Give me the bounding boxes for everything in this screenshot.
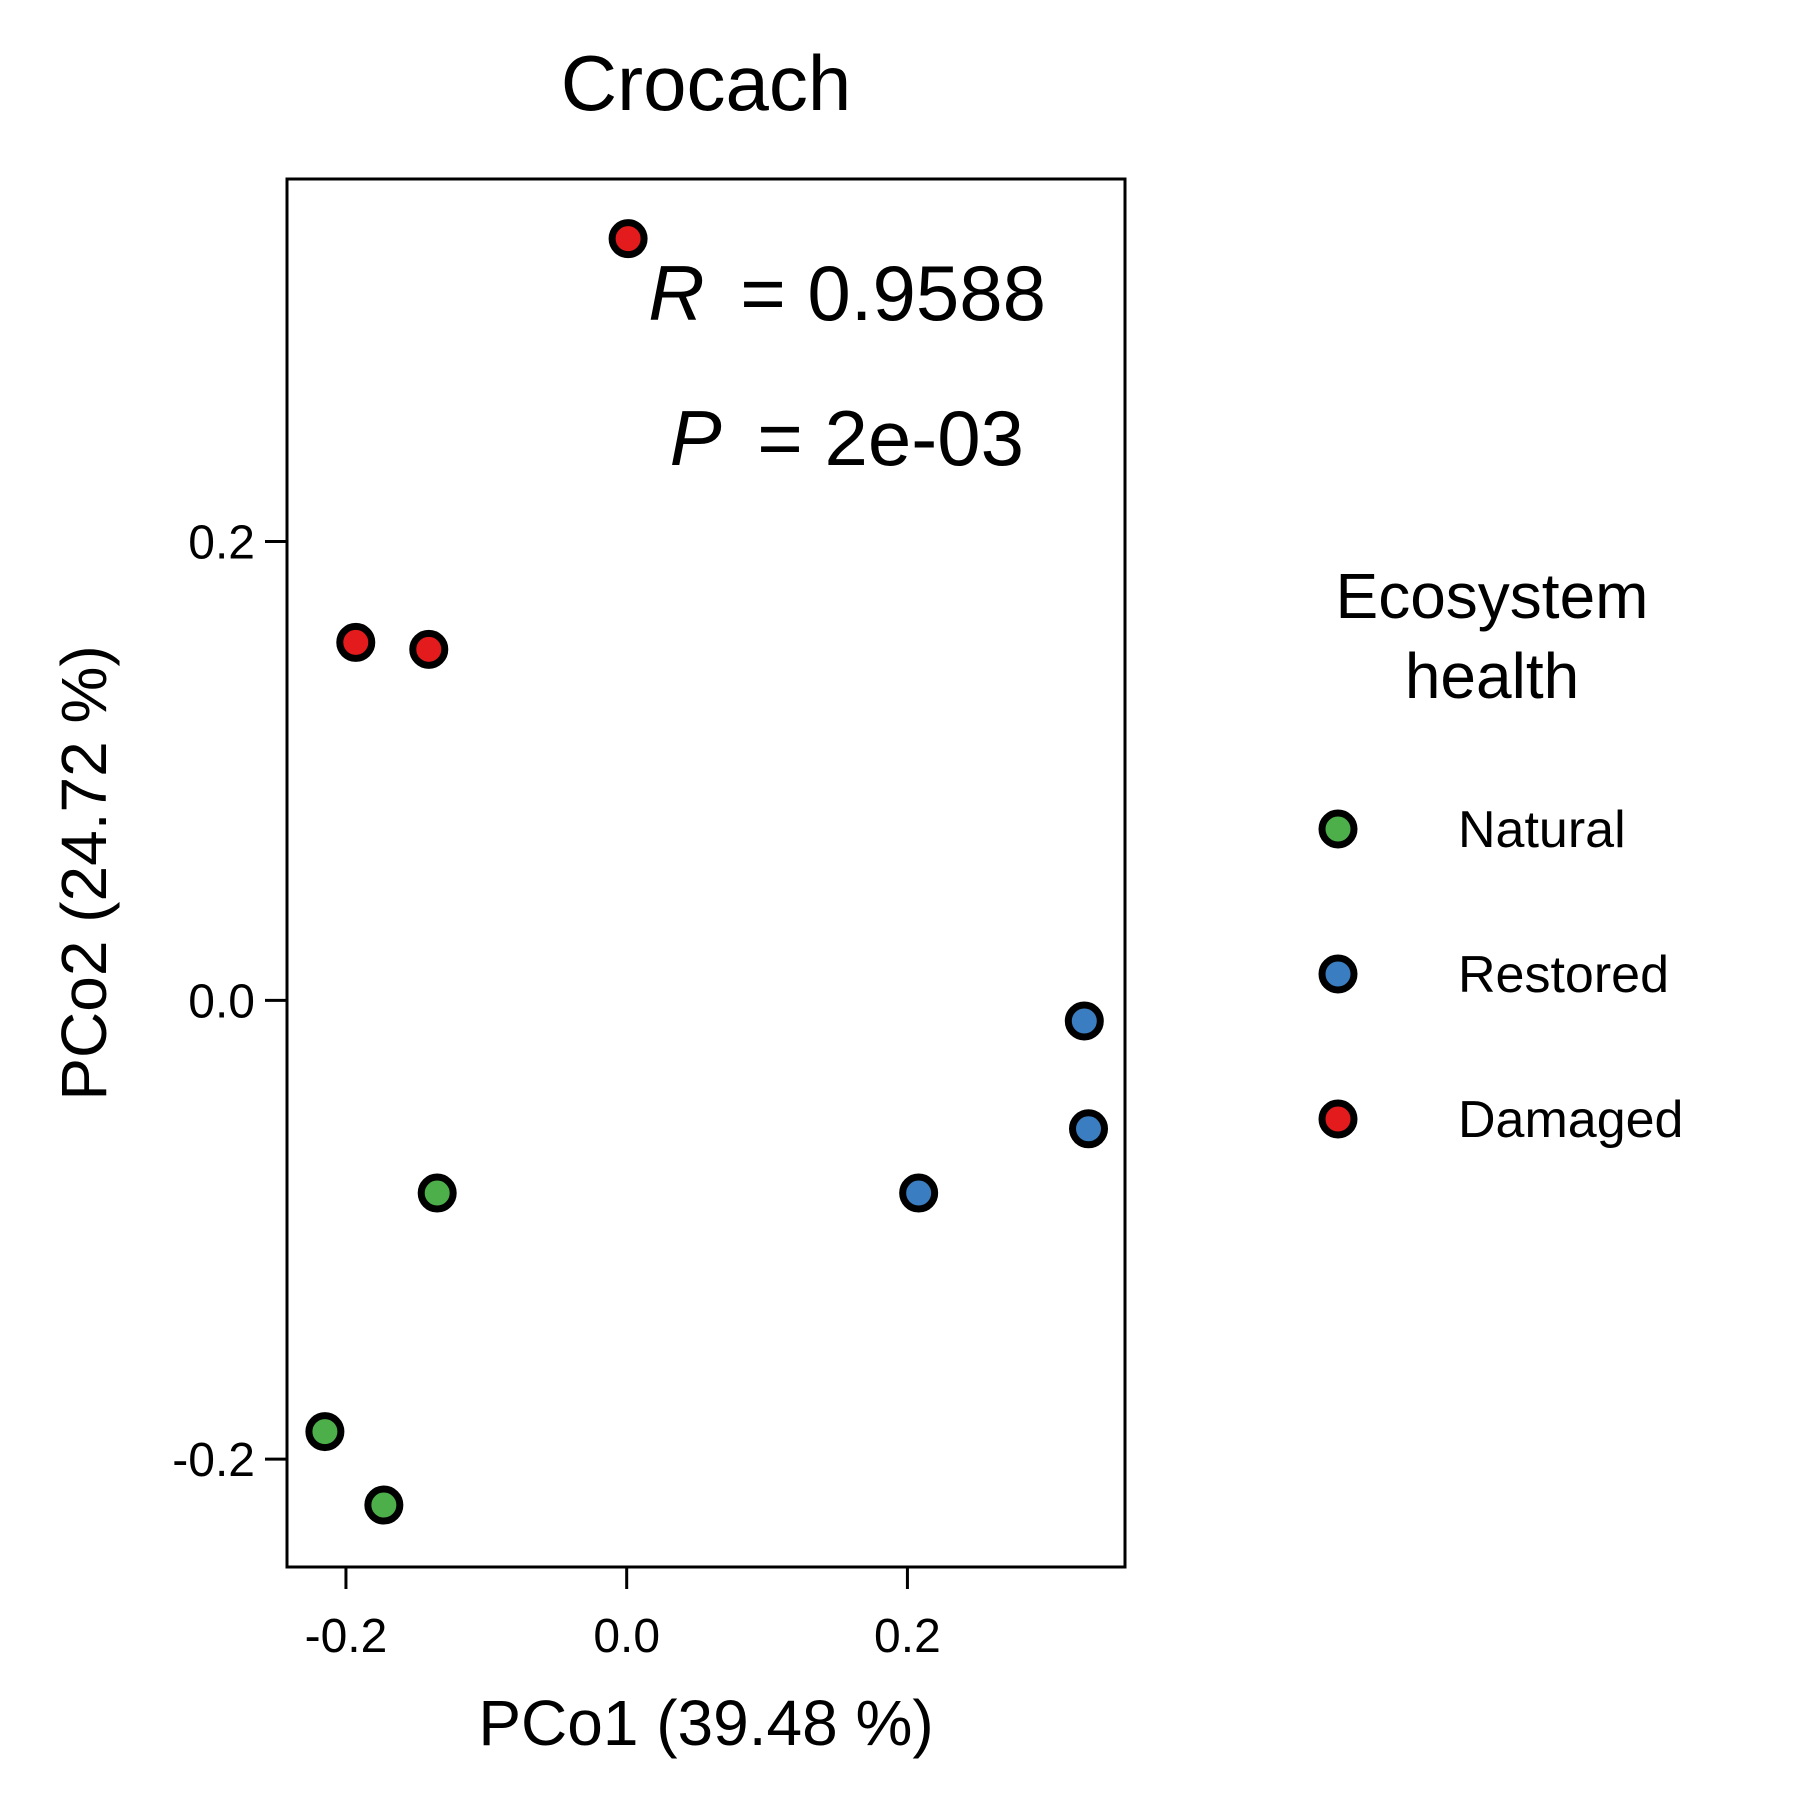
y-tick-label: 0.0: [188, 975, 255, 1028]
plot-frame: [285, 177, 1127, 1569]
legend-label-damaged: Damaged: [1458, 1091, 1683, 1149]
y-axis-ticks: -0.2 0.0 0.2: [172, 516, 287, 1487]
chart-title: Crocach: [561, 39, 851, 127]
r-statistic: R = 0.9588: [648, 249, 1046, 337]
legend: Ecosystem health Natural Restored Damaged: [1318, 560, 1683, 1149]
point-damaged: [409, 629, 449, 669]
point-natural: [364, 1485, 404, 1525]
r-variable: R: [648, 249, 704, 337]
point-damaged: [336, 622, 376, 662]
legend-label-natural: Natural: [1458, 801, 1626, 859]
point-restored: [899, 1173, 939, 1213]
legend-label-restored: Restored: [1458, 946, 1669, 1004]
y-axis-label: PCo2 (24.72 %): [48, 645, 120, 1100]
point-natural: [305, 1412, 345, 1452]
legend-title-line-2: health: [1405, 640, 1579, 712]
p-variable: P: [670, 394, 722, 482]
legend-marker-natural: [1318, 809, 1358, 849]
point-natural: [417, 1173, 457, 1213]
x-axis-ticks: -0.2 0.0 0.2: [305, 1567, 941, 1663]
y-tick-label: -0.2: [172, 1434, 255, 1487]
p-statistic: P = 2e-03: [670, 394, 1024, 482]
point-damaged: [608, 219, 648, 259]
point-restored: [1069, 1109, 1109, 1149]
legend-marker-damaged: [1318, 1099, 1358, 1139]
data-points: [305, 219, 1109, 1525]
y-tick-label: 0.2: [188, 516, 255, 569]
p-value: = 2e-03: [757, 394, 1024, 482]
x-tick-label: 0.0: [593, 1610, 660, 1663]
legend-title-line-1: Ecosystem: [1336, 560, 1649, 632]
x-tick-label: -0.2: [305, 1610, 388, 1663]
point-restored: [1064, 1001, 1104, 1041]
legend-items: Natural Restored Damaged: [1318, 801, 1683, 1149]
x-tick-label: 0.2: [874, 1610, 941, 1663]
x-axis-label: PCo1 (39.48 %): [478, 1687, 933, 1759]
r-value: = 0.9588: [740, 249, 1046, 337]
legend-marker-restored: [1318, 954, 1358, 994]
